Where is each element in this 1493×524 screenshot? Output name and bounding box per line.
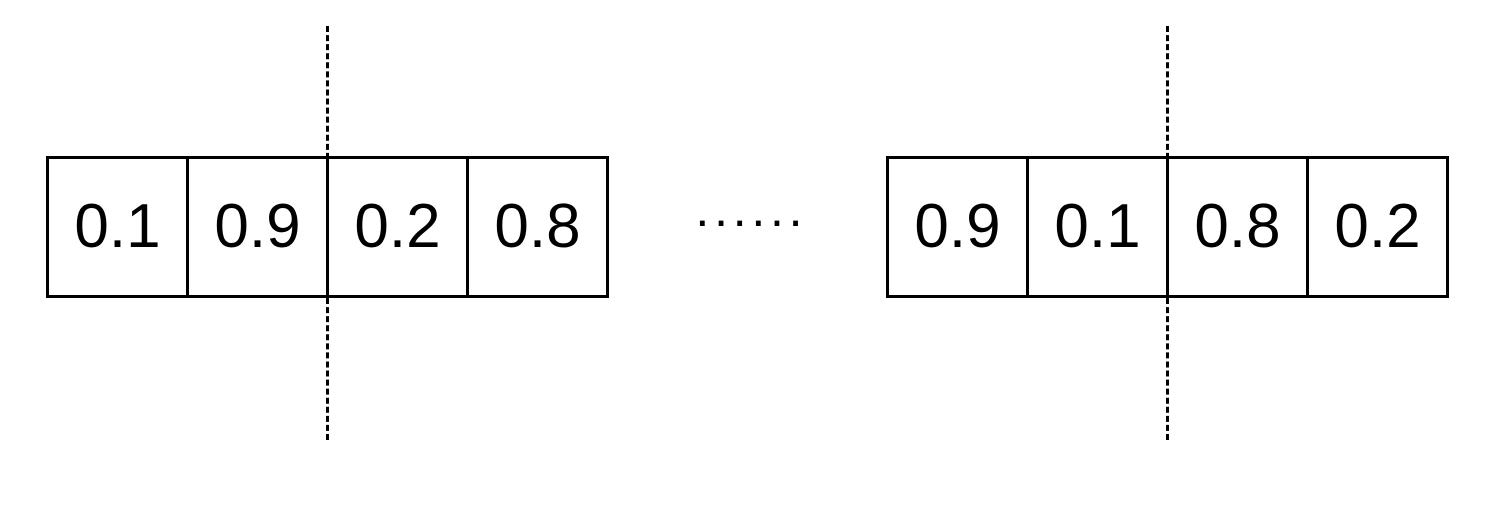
array-cell: 0.8: [494, 192, 581, 261]
array-cell: 0.9: [889, 159, 1029, 295]
array-cell: 0.1: [49, 159, 189, 295]
split-line-left: [326, 26, 329, 440]
array-cell: 0.2: [1334, 192, 1421, 261]
array-cell: 0.2: [329, 159, 469, 295]
array-cell: 0.9: [189, 159, 329, 295]
array-cell: 0.8: [1169, 159, 1309, 295]
split-line-right: [1166, 26, 1169, 440]
array-cell: 0.1: [1029, 159, 1169, 295]
ellipsis: ······: [694, 192, 806, 248]
